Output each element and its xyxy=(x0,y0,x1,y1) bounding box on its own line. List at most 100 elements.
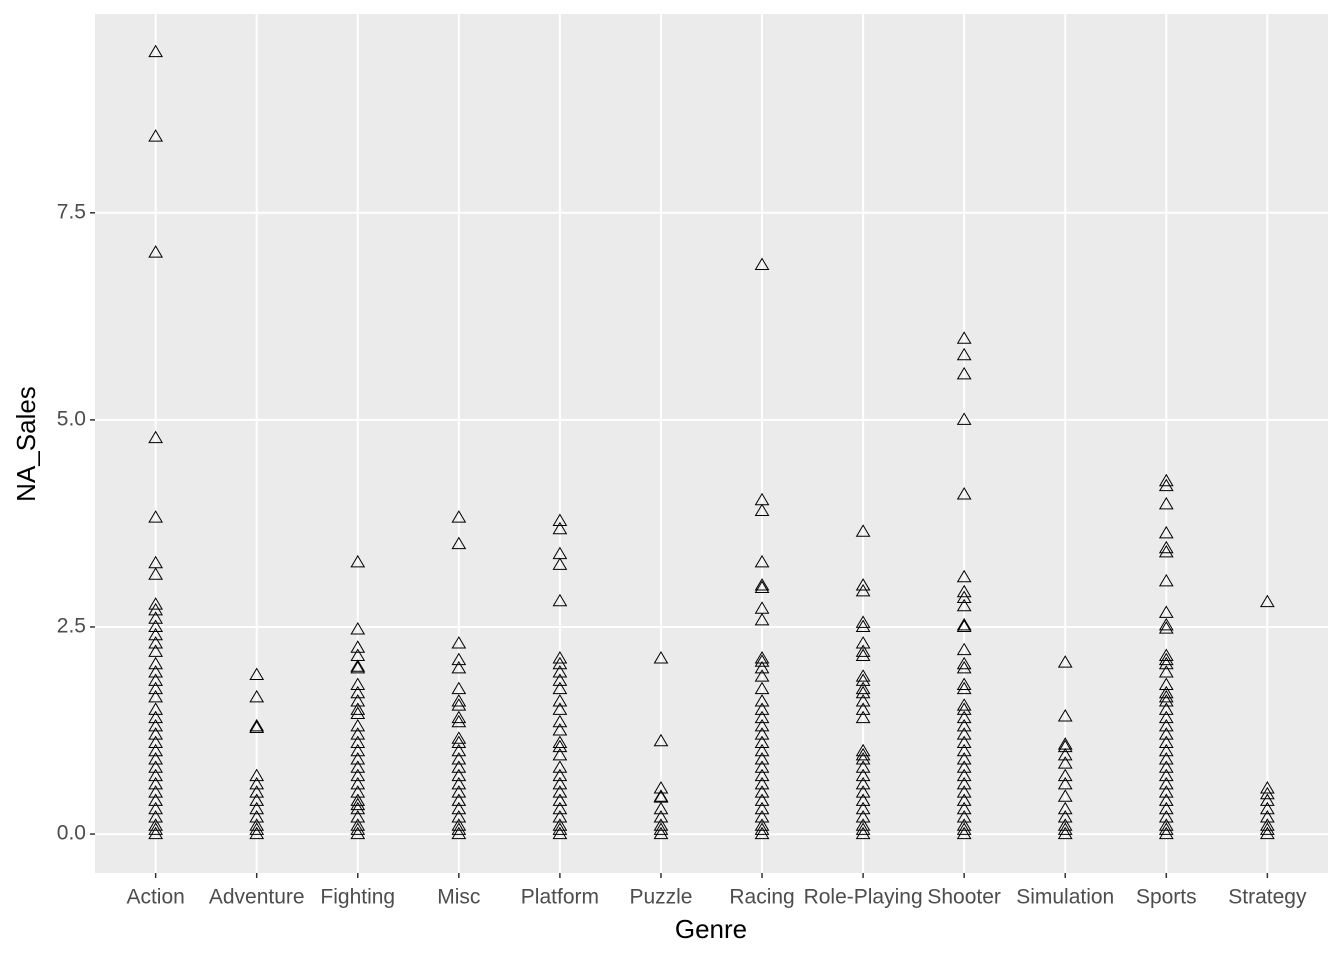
point xyxy=(956,347,972,361)
point xyxy=(350,660,366,674)
point xyxy=(148,718,164,732)
point xyxy=(148,702,164,715)
point xyxy=(148,785,164,798)
point xyxy=(1057,826,1073,840)
point xyxy=(350,768,366,782)
point xyxy=(754,578,770,591)
point xyxy=(1158,752,1174,765)
point xyxy=(956,826,972,840)
point xyxy=(350,677,366,690)
point xyxy=(956,702,972,715)
point xyxy=(552,694,568,707)
point xyxy=(1158,648,1174,661)
point xyxy=(148,627,164,641)
point xyxy=(1158,677,1174,690)
point xyxy=(1158,544,1174,558)
x-tick-label: Simulation xyxy=(1016,886,1114,909)
point xyxy=(552,665,568,678)
point xyxy=(1057,789,1073,802)
point xyxy=(855,685,871,699)
point xyxy=(148,656,164,670)
point xyxy=(552,793,568,806)
point xyxy=(451,636,467,649)
point xyxy=(148,567,164,580)
point xyxy=(148,673,164,686)
point xyxy=(754,735,770,748)
point xyxy=(148,681,164,695)
point xyxy=(956,793,972,806)
point xyxy=(855,615,871,628)
x-tick-label: Misc xyxy=(437,886,480,909)
point xyxy=(552,776,568,790)
y-tick-label: 7.5 xyxy=(57,200,86,223)
point xyxy=(1158,818,1174,831)
point xyxy=(451,735,467,748)
point xyxy=(855,776,871,790)
point xyxy=(1057,739,1073,753)
point xyxy=(249,768,265,782)
point xyxy=(249,793,265,806)
point xyxy=(1259,594,1275,608)
point xyxy=(1259,781,1275,794)
point xyxy=(754,554,770,568)
point xyxy=(350,743,366,757)
point xyxy=(451,743,467,757)
point xyxy=(148,826,164,840)
point xyxy=(148,44,164,58)
point xyxy=(1259,801,1275,815)
point xyxy=(552,702,568,715)
point xyxy=(956,776,972,790)
point xyxy=(1158,473,1174,487)
point xyxy=(552,673,568,686)
point xyxy=(754,654,770,667)
point xyxy=(552,760,568,773)
point xyxy=(1259,786,1275,800)
point xyxy=(148,793,164,806)
point xyxy=(1158,743,1174,757)
point xyxy=(148,710,164,724)
point xyxy=(855,681,871,695)
point xyxy=(249,801,265,815)
x-axis-title: Genre xyxy=(675,914,747,944)
point xyxy=(1158,768,1174,782)
point xyxy=(148,735,164,748)
point xyxy=(552,521,568,535)
point xyxy=(754,822,770,835)
point xyxy=(754,826,770,840)
point xyxy=(855,822,871,835)
point xyxy=(350,702,366,715)
point xyxy=(956,331,972,344)
point xyxy=(1057,756,1073,769)
point xyxy=(148,644,164,657)
point xyxy=(350,706,366,719)
point xyxy=(451,785,467,798)
point xyxy=(1057,768,1073,782)
point xyxy=(754,776,770,790)
point xyxy=(1259,810,1275,823)
point xyxy=(956,743,972,757)
point xyxy=(451,793,467,806)
y-tick-label: 0.0 xyxy=(57,822,86,845)
point xyxy=(1158,710,1174,724)
point xyxy=(956,642,972,656)
point xyxy=(552,826,568,840)
point xyxy=(956,617,972,631)
point xyxy=(754,669,770,682)
point xyxy=(956,656,972,670)
point xyxy=(956,752,972,765)
point xyxy=(350,621,366,635)
point xyxy=(754,257,770,270)
point xyxy=(1158,525,1174,539)
y-tick-label: 5.0 xyxy=(57,407,86,430)
point xyxy=(855,826,871,840)
point xyxy=(148,752,164,765)
point xyxy=(249,818,265,831)
point xyxy=(754,660,770,674)
point xyxy=(552,593,568,607)
point xyxy=(451,760,467,773)
point xyxy=(956,598,972,612)
point xyxy=(552,801,568,815)
point xyxy=(1057,801,1073,815)
point xyxy=(754,793,770,806)
point xyxy=(1158,718,1174,732)
